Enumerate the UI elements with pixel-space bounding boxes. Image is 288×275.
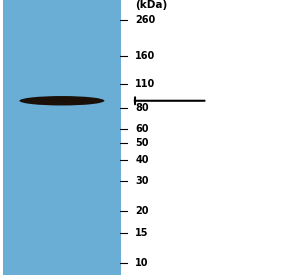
Bar (3, 0, 121, 275)
Text: 10: 10 (135, 258, 149, 268)
Text: 110: 110 (135, 79, 156, 89)
Text: 50: 50 (135, 138, 149, 148)
Text: (kDa): (kDa) (135, 0, 168, 10)
Text: 160: 160 (135, 51, 156, 61)
Text: 260: 260 (135, 15, 156, 25)
Text: 30: 30 (135, 176, 149, 186)
Text: 20: 20 (135, 206, 149, 216)
Text: 60: 60 (135, 124, 149, 134)
Text: 80: 80 (135, 103, 149, 113)
Text: 15: 15 (135, 228, 149, 238)
Ellipse shape (19, 96, 105, 106)
Text: 40: 40 (135, 155, 149, 164)
